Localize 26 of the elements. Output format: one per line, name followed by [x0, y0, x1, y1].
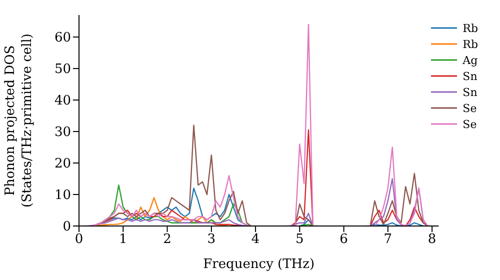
legend-label: Ag: [462, 54, 478, 66]
legend-label: Se: [462, 102, 477, 114]
legend-label: Sn: [462, 70, 478, 82]
legend-label: Sn: [462, 86, 478, 98]
line-series: [96, 197, 230, 226]
x-tick-label: 4: [251, 232, 260, 248]
y-tick-label: 30: [54, 125, 71, 140]
y-tick-label: 20: [54, 156, 71, 172]
y-tick-label: 60: [54, 30, 71, 46]
y-tick-label: 0: [62, 220, 71, 235]
x-tick-label: 3: [207, 232, 216, 248]
y-tick-label: 50: [54, 62, 71, 78]
x-tick-label: 5: [296, 232, 304, 248]
legend-label: Se: [462, 118, 477, 130]
legend-label: Rb: [462, 22, 478, 34]
x-tick-label: 1: [118, 232, 128, 248]
x-tick-label: 8: [428, 232, 436, 248]
legend-label: Rb: [462, 38, 478, 50]
x-tick-label: 2: [163, 232, 172, 248]
y-tick-label: 40: [54, 94, 71, 109]
y-tick-label: 10: [54, 188, 71, 204]
x-axis-title: Frequency (THz): [203, 257, 315, 272]
y-axis-title: Phonon projected DOS (States/THz·primitive cell): [3, 33, 35, 208]
x-tick-label: 7: [384, 232, 392, 248]
x-tick-label: 6: [340, 232, 348, 248]
x-tick-label: 0: [74, 232, 84, 248]
